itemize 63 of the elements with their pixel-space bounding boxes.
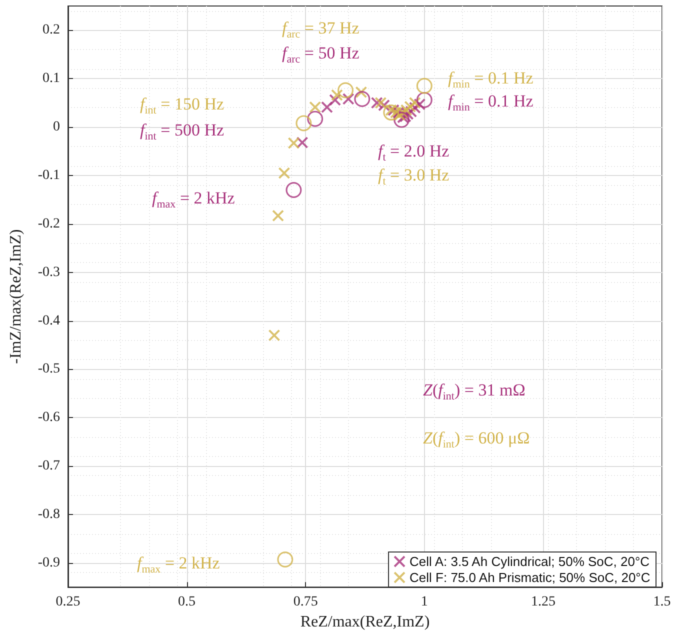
y-tick-label: -0.9 (38, 555, 60, 570)
point (296, 115, 312, 132)
annotation: f$_{min}$ = 0.1 Hz (448, 91, 534, 114)
point (397, 106, 410, 119)
point (416, 78, 432, 94)
point (378, 99, 390, 112)
point (272, 210, 284, 222)
point (268, 329, 280, 342)
point (278, 167, 290, 180)
point (286, 182, 302, 198)
x-tick-label: 0.75 (293, 594, 318, 610)
annotation: Z(f$_{int}$) = 31 mΩ (423, 380, 526, 403)
annotation: f$_{t}$ = 3.0 Hz (378, 165, 450, 188)
legend-label: Cell F: 75.0 Ah Prismatic; 50% SoC, 20°C (410, 570, 650, 585)
annotation: f$_{t}$ = 2.0 Hz (378, 141, 450, 164)
point (383, 104, 400, 121)
point (374, 96, 387, 109)
point (330, 89, 343, 102)
x-tick-label: 0.25 (56, 594, 80, 610)
y-tick-label: -0.7 (38, 458, 60, 474)
annotation: f$_{arc}$ = 37 Hz (282, 18, 360, 41)
x-tick-label: 1.25 (530, 594, 556, 610)
point (342, 92, 354, 105)
point (296, 136, 308, 149)
x-tick-label: 0.5 (178, 594, 196, 610)
annotation: f$_{int}$ = 500 Hz (140, 120, 224, 143)
y-tick-label: 0 (53, 120, 60, 135)
y-tick-label: -0.5 (38, 362, 60, 377)
y-tick-label: -0.4 (38, 313, 60, 328)
point (288, 137, 300, 150)
point (400, 104, 412, 116)
y-tick-label: -0.8 (38, 506, 60, 522)
annotation: Z(f$_{int}$) = 600 μΩ (423, 428, 530, 451)
point (329, 94, 342, 106)
y-tick-label: -0.2 (38, 216, 60, 232)
y-tick-label: -0.1 (38, 168, 60, 183)
x-axis-title: ReZ/max(ReZ,ImZ) (300, 614, 430, 630)
y-tick-label: -0.6 (38, 410, 60, 426)
point (309, 101, 322, 114)
point (405, 106, 418, 118)
x-tick-label: 1.5 (653, 594, 671, 610)
annotation: f$_{min}$ = 0.1 Hz (448, 68, 534, 91)
annotation: f$_{max}$ = 2 kHz (137, 553, 220, 576)
point (338, 82, 354, 98)
y-axis-title: -ImZ/max(ReZ,ImZ) (8, 229, 24, 364)
point (355, 86, 368, 98)
annotation: f$_{max}$ = 2 kHz (152, 188, 235, 211)
point (408, 96, 421, 109)
point (320, 101, 333, 114)
annotation: f$_{arc}$ = 50 Hz (282, 43, 360, 66)
point (404, 100, 416, 113)
point (277, 552, 294, 568)
annotation: f$_{int}$ = 150 Hz (140, 94, 224, 117)
point (408, 102, 421, 114)
point (394, 112, 410, 128)
x-tick-label: 1 (420, 594, 428, 610)
point (370, 96, 383, 109)
y-tick-label: -0.3 (38, 264, 60, 280)
y-tick-label: 0.1 (42, 71, 60, 86)
y-tick-label: 0.2 (42, 22, 60, 38)
point (354, 90, 370, 107)
point (307, 110, 324, 127)
legend-label: Cell A: 3.5 Ah Cylindrical; 50% SoC, 20°C (410, 554, 650, 569)
